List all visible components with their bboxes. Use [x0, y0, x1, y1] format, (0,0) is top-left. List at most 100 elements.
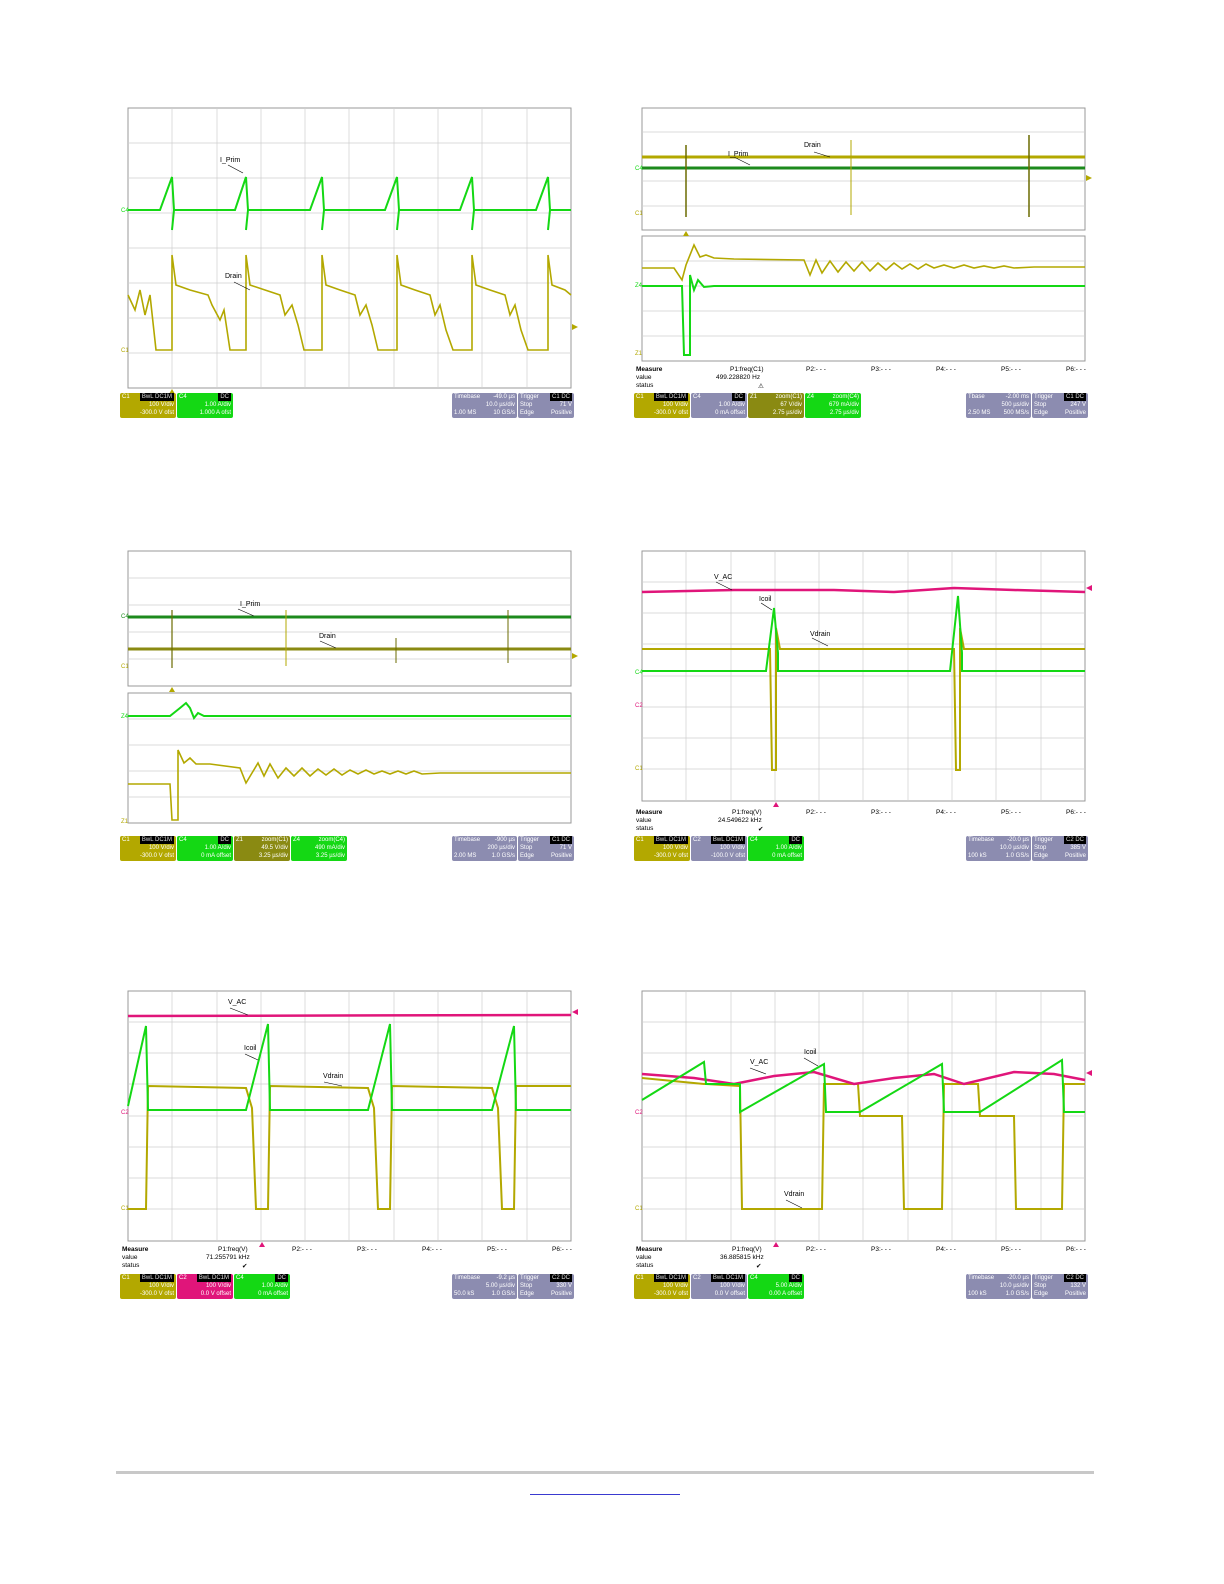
- scope-capture-1: C4 C1 I_Prim Drain C1 BwL DC1M 100 V/div -…: [120, 105, 580, 423]
- scope-screen-3: C4 C1 Z4 Z1: [121, 550, 578, 825]
- channel-box-c2[interactable]: C2 BwL DC1M 100 V/div 0.0 V offset: [691, 1274, 747, 1299]
- channel-box-c1[interactable]: C1 BwL DC1M 100 V/div -300.0 V ofst: [634, 836, 690, 861]
- measure-p: P2:- - -: [806, 366, 826, 373]
- trigger-box[interactable]: Trigger C2 DC Stop 330 V Edge Positive: [518, 1274, 574, 1299]
- measure-p1-value: 24.549622 kHz: [718, 817, 762, 824]
- channel-marker: C1: [121, 348, 129, 354]
- measure-p: P3:- - -: [871, 809, 891, 816]
- measure-p1: P1:freq(V): [732, 809, 762, 816]
- measure-p: P2:- - -: [806, 809, 826, 816]
- channel-box-z4[interactable]: Z4 zoom(C4) 490 mA/div 3.25 µs/div: [291, 836, 347, 861]
- trigger-box[interactable]: Trigger C1 DC Stop 71 V Edge Positive: [518, 836, 574, 861]
- timebase-box[interactable]: Timebase -900 µs 200 µs/div 2.00 MS 1.0 GS…: [452, 836, 517, 861]
- trace-label: I_Prim: [240, 601, 261, 608]
- svg-text:C2: C2: [635, 1110, 643, 1116]
- channel-box-c1[interactable]: C1 BwL DC1M 100 V/div -300.0 V ofst: [634, 393, 690, 418]
- footer-link[interactable]: [530, 1494, 680, 1495]
- scope-screen-6: C2 C1: [635, 990, 1092, 1247]
- trace-label: V_AC: [714, 574, 733, 581]
- trace-label: Vdrain: [323, 1073, 344, 1080]
- trigger-box[interactable]: Trigger C1 DC Stop 247 V Edge Positive: [1032, 393, 1088, 418]
- channel-box-c2[interactable]: C2 BwL DC1M 100 V/div -100.0 V ofst: [691, 836, 747, 861]
- trace-label: Drain: [804, 142, 821, 149]
- level-marker: [572, 324, 578, 330]
- channel-box-c1[interactable]: C1 BwL DC1M 100 V/div -300.0 V ofst: [120, 393, 176, 418]
- channel-box-c2[interactable]: C2 BwL DC1M 100 V/div 0.0 V offset: [177, 1274, 233, 1299]
- measure-title: Measure: [636, 809, 663, 816]
- trace-icoil: [642, 595, 1085, 672]
- channel-box-c4[interactable]: C4 DC 1.00 A/div 0 mA offset: [234, 1274, 290, 1299]
- measure-p1-value: 36.885815 kHz: [720, 1254, 764, 1261]
- scope-capture-6: C2 C1 V_AC Icoil Vdrain Measure value st…: [634, 988, 1094, 1306]
- measure-p1: P1:freq(V): [732, 1246, 762, 1253]
- measure-p1-status: ✔: [242, 1263, 248, 1270]
- channel-box-z1[interactable]: Z1 zoom(C1) 49.5 V/div 3.25 µs/div: [234, 836, 290, 861]
- svg-text:C4: C4: [635, 670, 643, 676]
- svg-text:C1: C1: [635, 211, 643, 217]
- scope-screen-2: C4 C1 Z4 Z1: [635, 107, 1092, 362]
- trace-label: I_Prim: [220, 157, 241, 164]
- trace-icoil: [641, 1058, 1085, 1114]
- measure-p1-status: ✔: [756, 1263, 762, 1270]
- measure-p1-status: ⚠: [758, 383, 764, 390]
- timebase-box[interactable]: Tbase -2.00 ms 500 µs/div 2.50 MS 500 MS/s: [966, 393, 1031, 418]
- channel-box-c4[interactable]: C4 DC 5.00 A/div 0.00 A offset: [748, 1274, 804, 1299]
- channel-marker: C4: [121, 208, 129, 214]
- trace-label: I_Prim: [728, 151, 749, 158]
- svg-text:C1: C1: [635, 766, 643, 772]
- measure-p: P6:- - -: [1066, 809, 1086, 816]
- measure-p: P5:- - -: [1001, 809, 1021, 816]
- timebase-box[interactable]: Timebase -20.0 µs 10.0 µs/div 100 kS 1.0 G…: [966, 1274, 1031, 1299]
- footer-divider: [116, 1471, 1094, 1474]
- measure-title: Measure: [122, 1246, 149, 1253]
- measure-p: P6:- - -: [1066, 1246, 1086, 1253]
- channel-box-c4[interactable]: C4 DC 1.00 A/div 0 mA offset: [748, 836, 804, 861]
- measure-p: P5:- - -: [1001, 1246, 1021, 1253]
- measure-p1: P1:freq(C1): [730, 366, 764, 373]
- channel-box-z4[interactable]: Z4 zoom(C4) 679 mA/div 2.75 µs/div: [805, 393, 861, 418]
- channel-box-c1[interactable]: C1 BwL DC1M 100 V/div -300.0 V ofst: [634, 1274, 690, 1299]
- measure-title: Measure: [636, 1246, 663, 1253]
- svg-text:C1: C1: [121, 664, 129, 670]
- channel-box-c4[interactable]: C4 DC 1.00 A/div 0 mA offset: [177, 836, 233, 861]
- measure-row-label: value: [636, 1254, 652, 1261]
- trace-label: V_AC: [750, 1059, 769, 1066]
- trace-vdrain: [128, 1084, 571, 1210]
- trigger-marker: [169, 389, 175, 394]
- measure-p: P4:- - -: [422, 1246, 442, 1253]
- channel-box-c1[interactable]: C1 BwL DC1M 100 V/div -300.0 V ofst: [120, 836, 176, 861]
- trace-v-ac: [641, 586, 1086, 594]
- measure-row-label: value: [636, 817, 652, 824]
- trace-zoom-drain: [128, 749, 571, 821]
- measure-row-label: value: [636, 374, 652, 381]
- timebase-box[interactable]: Timebase -9.2 µs 5.00 µs/div 50.0 kS 1.0 G…: [452, 1274, 517, 1299]
- trace-label: Drain: [319, 633, 336, 640]
- trigger-box[interactable]: Trigger C2 DC Stop 385 V Edge Positive: [1032, 836, 1088, 861]
- channel-box-c4[interactable]: C4 DC 1.00 A/div 0 mA offset: [691, 393, 747, 418]
- timebase-box[interactable]: Timebase -49.0 µs 10.0 µs/div 1.00 MS 10 G…: [452, 393, 517, 418]
- trace-icoil: [127, 1023, 571, 1111]
- channel-box-c4[interactable]: C4 DC 1.00 A/div 1.000 A ofst: [177, 393, 233, 418]
- measure-p1-value: 499.228820 Hz: [716, 374, 761, 381]
- measure-p: P2:- - -: [292, 1246, 312, 1253]
- trace-label: Drain: [225, 273, 242, 280]
- trigger-box[interactable]: Trigger C1 DC Stop 71 V Edge Positive: [518, 393, 574, 418]
- svg-text:Z4: Z4: [121, 714, 129, 720]
- trace-label: Vdrain: [784, 1191, 805, 1198]
- trigger-box[interactable]: Trigger C2 DC Stop 132 V Edge Positive: [1032, 1274, 1088, 1299]
- measure-p1-value: 71.255791 kHz: [206, 1254, 250, 1261]
- svg-text:C4: C4: [635, 166, 643, 172]
- trace-drain: [127, 254, 572, 351]
- measure-p1-status: ✔: [758, 826, 764, 833]
- svg-text:C2: C2: [121, 1110, 129, 1116]
- channel-box-z1[interactable]: Z1 zoom(C1) 67 V/div 2.75 µs/div: [748, 393, 804, 418]
- measure-row-label: status: [636, 825, 654, 832]
- svg-text:Z4: Z4: [635, 283, 643, 289]
- channel-box-c1[interactable]: C1 BwL DC1M 100 V/div -300.0 V ofst: [120, 1274, 176, 1299]
- scope-capture-2: C4 C1 Z4 Z1 Drain I_Prim Measure value s…: [634, 105, 1094, 423]
- timebase-box[interactable]: Timebase -20.0 µs 10.0 µs/div 100 kS 1.0 G…: [966, 836, 1031, 861]
- svg-text:C2: C2: [635, 703, 643, 709]
- trace-label: Icoil: [804, 1049, 817, 1056]
- measure-title: Measure: [636, 366, 663, 373]
- scope-screen-4: C4 C2 C1: [635, 550, 1092, 807]
